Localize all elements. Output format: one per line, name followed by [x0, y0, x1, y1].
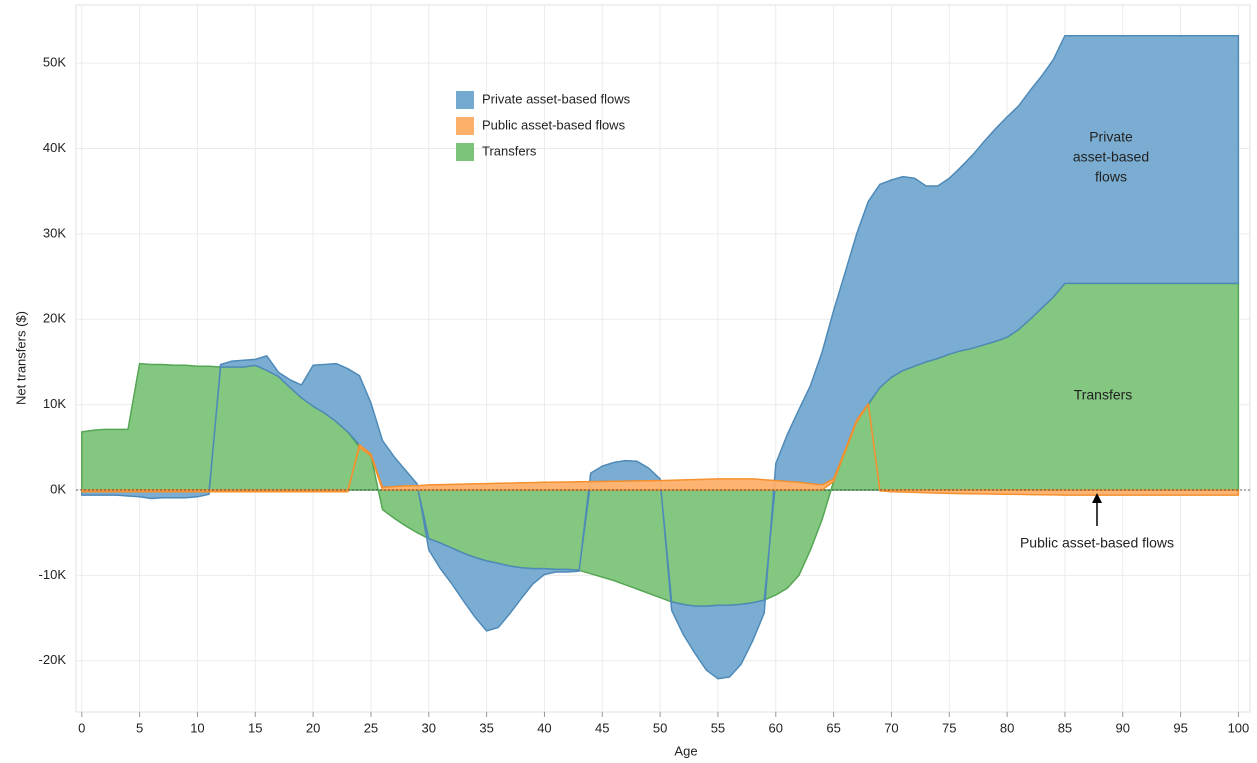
plot-area	[75, 4, 1251, 717]
legend: Private asset-based flows Public asset-ba…	[456, 91, 631, 161]
x-tick-label: 40	[537, 720, 551, 735]
annotation-line: flows	[1095, 169, 1127, 185]
annotation-private: Private asset-based flows	[1073, 129, 1149, 185]
y-tick-label: 40K	[43, 140, 66, 155]
x-tick-label: 95	[1173, 720, 1187, 735]
x-tick-label: 100	[1228, 720, 1250, 735]
annotation-text: Public asset-based flows	[1020, 535, 1174, 551]
annotation-line: asset-based	[1073, 149, 1149, 165]
y-tick-label: -20K	[39, 652, 67, 667]
x-axis-label: Age	[674, 743, 697, 758]
x-tick-label: 55	[711, 720, 725, 735]
x-tick-label: 45	[595, 720, 609, 735]
x-tick-label: 30	[422, 720, 436, 735]
arrow-head	[1092, 493, 1102, 503]
y-tick-label: 20K	[43, 311, 66, 326]
x-tick-label: 85	[1058, 720, 1072, 735]
annotation-line: Private	[1089, 129, 1133, 145]
x-tick-label: 25	[364, 720, 378, 735]
legend-label: Private asset-based flows	[482, 91, 631, 106]
legend-swatch	[456, 117, 474, 135]
x-tick-label: 70	[884, 720, 898, 735]
x-tick-label: 80	[1000, 720, 1014, 735]
x-tick-label: 50	[653, 720, 667, 735]
x-tick-label: 15	[248, 720, 262, 735]
y-axis-label: Net transfers ($)	[13, 311, 28, 405]
x-tick-label: 90	[1116, 720, 1130, 735]
annotation-public: Public asset-based flows	[1020, 493, 1174, 551]
x-tick-label: 65	[826, 720, 840, 735]
y-tick-label: 0K	[50, 481, 66, 496]
legend-label: Transfers	[482, 143, 537, 158]
y-tick-label: 30K	[43, 225, 66, 240]
annotation-transfers: Transfers	[1074, 387, 1133, 403]
area	[81, 34, 1240, 680]
y-tick-label: 50K	[43, 55, 66, 70]
legend-label: Public asset-based flows	[482, 117, 626, 132]
x-tick-label: 10	[190, 720, 204, 735]
x-tick-label: 60	[769, 720, 783, 735]
y-tick-label: -10K	[39, 567, 67, 582]
legend-swatch	[456, 91, 474, 109]
y-tick-label: 10K	[43, 396, 66, 411]
x-tick-label: 20	[306, 720, 320, 735]
area	[81, 403, 1240, 496]
x-tick-label: 5	[136, 720, 143, 735]
x-tick-label: 0	[78, 720, 85, 735]
x-tick-label: 75	[942, 720, 956, 735]
legend-swatch	[456, 143, 474, 161]
x-tick-label: 35	[479, 720, 493, 735]
